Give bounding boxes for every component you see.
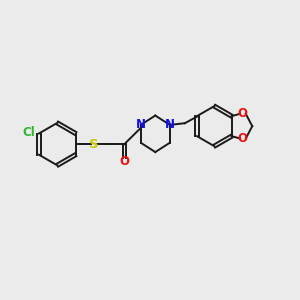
Text: S: S — [89, 138, 99, 151]
Text: O: O — [238, 107, 248, 120]
Text: O: O — [238, 132, 248, 145]
Text: O: O — [119, 155, 129, 168]
Text: Cl: Cl — [22, 126, 35, 139]
Text: N: N — [136, 118, 146, 131]
Text: N: N — [164, 118, 175, 131]
